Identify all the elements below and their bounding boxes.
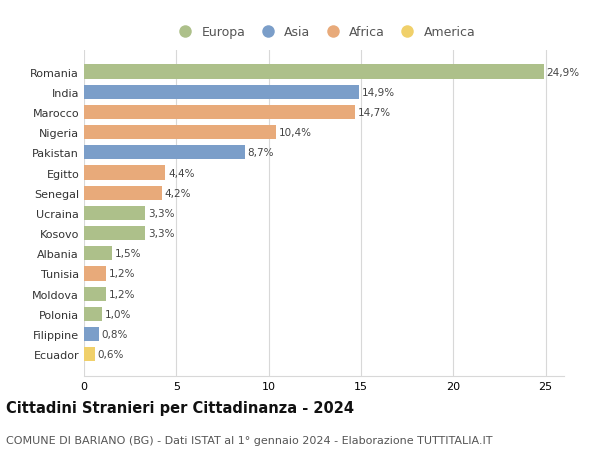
Text: 4,4%: 4,4% <box>168 168 194 178</box>
Text: 10,4%: 10,4% <box>279 128 312 138</box>
Text: 1,0%: 1,0% <box>105 309 131 319</box>
Bar <box>84 186 161 200</box>
Bar <box>84 65 544 79</box>
Text: COMUNE DI BARIANO (BG) - Dati ISTAT al 1° gennaio 2024 - Elaborazione TUTTITALIA: COMUNE DI BARIANO (BG) - Dati ISTAT al 1… <box>6 435 493 445</box>
Text: 14,9%: 14,9% <box>362 88 395 97</box>
Text: 0,8%: 0,8% <box>101 330 128 339</box>
Bar <box>84 126 276 140</box>
Text: 1,2%: 1,2% <box>109 269 136 279</box>
Bar <box>84 307 103 321</box>
Bar <box>84 227 145 241</box>
Bar <box>84 85 359 100</box>
Text: 3,3%: 3,3% <box>148 229 174 239</box>
Bar <box>84 146 245 160</box>
Text: 14,7%: 14,7% <box>358 108 391 118</box>
Bar <box>84 246 112 261</box>
Bar <box>84 327 99 341</box>
Text: 4,2%: 4,2% <box>164 188 191 198</box>
Text: Cittadini Stranieri per Cittadinanza - 2024: Cittadini Stranieri per Cittadinanza - 2… <box>6 400 354 415</box>
Text: 1,5%: 1,5% <box>115 249 141 259</box>
Text: 0,6%: 0,6% <box>98 349 124 359</box>
Bar <box>84 166 165 180</box>
Bar <box>84 106 355 120</box>
Legend: Europa, Asia, Africa, America: Europa, Asia, Africa, America <box>167 21 481 44</box>
Text: 8,7%: 8,7% <box>247 148 274 158</box>
Bar <box>84 287 106 301</box>
Bar <box>84 267 106 281</box>
Bar <box>84 207 145 220</box>
Bar <box>84 347 95 362</box>
Text: 1,2%: 1,2% <box>109 289 136 299</box>
Text: 24,9%: 24,9% <box>547 67 580 78</box>
Text: 3,3%: 3,3% <box>148 208 174 218</box>
